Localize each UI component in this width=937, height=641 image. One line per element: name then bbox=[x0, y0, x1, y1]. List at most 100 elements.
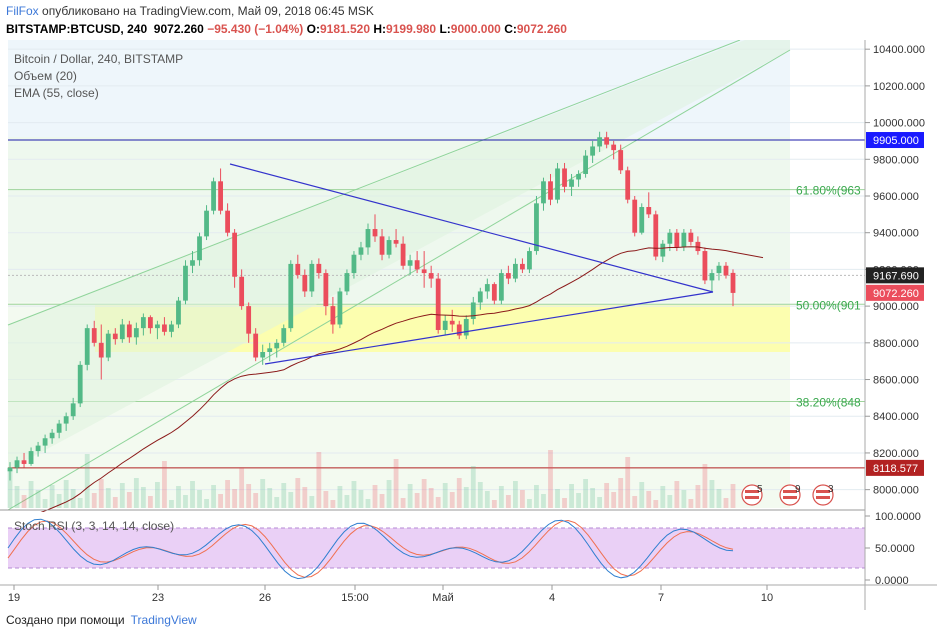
candle-body[interactable] bbox=[225, 210, 231, 233]
candle-body[interactable] bbox=[232, 232, 238, 277]
candle-body[interactable] bbox=[660, 243, 666, 257]
candle-body[interactable] bbox=[604, 137, 610, 145]
candle-body[interactable] bbox=[274, 342, 280, 349]
candle-body[interactable] bbox=[548, 181, 553, 200]
candle-body[interactable] bbox=[351, 254, 357, 274]
candle-body[interactable] bbox=[702, 251, 708, 281]
time-axis[interactable]: 19 23 26 15:00 Май 4 7 10 bbox=[8, 585, 773, 604]
candle-body[interactable] bbox=[512, 263, 518, 279]
candle-body[interactable] bbox=[632, 199, 638, 233]
candle-body[interactable] bbox=[463, 318, 469, 336]
candle-body[interactable] bbox=[590, 146, 596, 156]
candle-body[interactable] bbox=[218, 181, 223, 211]
candle-body[interactable] bbox=[541, 181, 546, 204]
candle-body[interactable] bbox=[449, 320, 455, 325]
tradingview-link[interactable]: TradingView bbox=[130, 613, 197, 627]
candle-body[interactable] bbox=[414, 260, 420, 270]
candle-body[interactable] bbox=[442, 320, 448, 330]
candle-body[interactable] bbox=[204, 210, 209, 237]
candle-body[interactable] bbox=[709, 273, 715, 281]
legend-title[interactable]: Bitcoin / Dollar, 240, BITSTAMP bbox=[14, 52, 184, 66]
candle-body[interactable] bbox=[14, 460, 20, 468]
candle-body[interactable] bbox=[21, 460, 27, 464]
candle-body[interactable] bbox=[28, 451, 34, 464]
candle-body[interactable] bbox=[183, 265, 188, 301]
candle-body[interactable] bbox=[681, 232, 687, 248]
candle-body[interactable] bbox=[42, 438, 48, 446]
candle-body[interactable] bbox=[555, 168, 560, 200]
candle-body[interactable] bbox=[625, 170, 631, 200]
candle-body[interactable] bbox=[239, 276, 245, 307]
candle-body[interactable] bbox=[112, 333, 118, 340]
candle-body[interactable] bbox=[211, 181, 216, 211]
candle-body[interactable] bbox=[477, 291, 483, 303]
candle-body[interactable] bbox=[667, 232, 673, 244]
candle-body[interactable] bbox=[456, 324, 462, 336]
candle-body[interactable] bbox=[246, 306, 252, 334]
candle-body[interactable] bbox=[653, 214, 659, 257]
candles[interactable] bbox=[7, 131, 736, 481]
candle-body[interactable] bbox=[190, 260, 195, 266]
candle-body[interactable] bbox=[197, 236, 202, 261]
candle-body[interactable] bbox=[562, 168, 567, 187]
price-chart[interactable]: 61.80%(963 50.00%(901 38.20%(848 10400.000… bbox=[0, 40, 937, 610]
candle-body[interactable] bbox=[140, 317, 146, 329]
candle-body[interactable] bbox=[520, 263, 525, 270]
candle-body[interactable] bbox=[358, 247, 364, 255]
candle-body[interactable] bbox=[147, 317, 153, 329]
candle-body[interactable] bbox=[527, 251, 532, 270]
candle-body[interactable] bbox=[639, 207, 645, 233]
legend-ema[interactable]: EMA (55, close) bbox=[14, 86, 99, 100]
candle-body[interactable] bbox=[695, 241, 701, 252]
candle-body[interactable] bbox=[295, 263, 301, 275]
candle-body[interactable] bbox=[583, 155, 588, 174]
candle-body[interactable] bbox=[126, 324, 132, 338]
author-name[interactable]: FilFox bbox=[6, 4, 39, 18]
candle-body[interactable] bbox=[84, 328, 90, 365]
candle-body[interactable] bbox=[344, 273, 350, 292]
candle-body[interactable] bbox=[56, 423, 62, 433]
candle-body[interactable] bbox=[407, 260, 413, 266]
candle-body[interactable] bbox=[91, 328, 97, 343]
candle-body[interactable] bbox=[674, 232, 680, 248]
candle-body[interactable] bbox=[316, 263, 322, 274]
candle-body[interactable] bbox=[323, 273, 329, 307]
candle-body[interactable] bbox=[253, 333, 259, 358]
legend-stoch-rsi[interactable]: Stoch RSI (3, 3, 14, 14, close) bbox=[14, 519, 175, 533]
candle-body[interactable] bbox=[534, 203, 539, 252]
event-markers[interactable]: 5 9 3 bbox=[741, 484, 834, 506]
candle-body[interactable] bbox=[400, 243, 406, 266]
candle-body[interactable] bbox=[379, 236, 385, 255]
candle-body[interactable] bbox=[267, 348, 273, 352]
candle-body[interactable] bbox=[393, 240, 399, 244]
candle-body[interactable] bbox=[386, 240, 392, 255]
candle-body[interactable] bbox=[98, 342, 104, 358]
candle-body[interactable] bbox=[484, 284, 490, 292]
candle-body[interactable] bbox=[688, 232, 694, 242]
candle-body[interactable] bbox=[133, 328, 139, 338]
candle-body[interactable] bbox=[723, 265, 729, 276]
candle-body[interactable] bbox=[302, 274, 308, 292]
candle-body[interactable] bbox=[435, 278, 441, 330]
candle-body[interactable] bbox=[63, 416, 69, 424]
candle-body[interactable] bbox=[421, 269, 427, 274]
candle-body[interactable] bbox=[70, 403, 76, 417]
candle-body[interactable] bbox=[330, 306, 336, 325]
candle-body[interactable] bbox=[372, 229, 378, 237]
candle-body[interactable] bbox=[428, 273, 434, 279]
candle-body[interactable] bbox=[337, 291, 343, 325]
candle-body[interactable] bbox=[576, 173, 581, 180]
candle-body[interactable] bbox=[505, 273, 511, 279]
legend-volume[interactable]: Объем (20) bbox=[14, 69, 77, 83]
candle-body[interactable] bbox=[597, 137, 603, 147]
candle-body[interactable] bbox=[646, 207, 652, 215]
candle-body[interactable] bbox=[7, 467, 13, 472]
candle-body[interactable] bbox=[105, 333, 111, 358]
candle-body[interactable] bbox=[119, 324, 125, 340]
candle-body[interactable] bbox=[569, 179, 574, 187]
candle-body[interactable] bbox=[611, 144, 617, 151]
candle-body[interactable] bbox=[162, 324, 167, 332]
candle-body[interactable] bbox=[288, 263, 294, 329]
candle-body[interactable] bbox=[730, 272, 736, 293]
candle-body[interactable] bbox=[176, 300, 181, 325]
